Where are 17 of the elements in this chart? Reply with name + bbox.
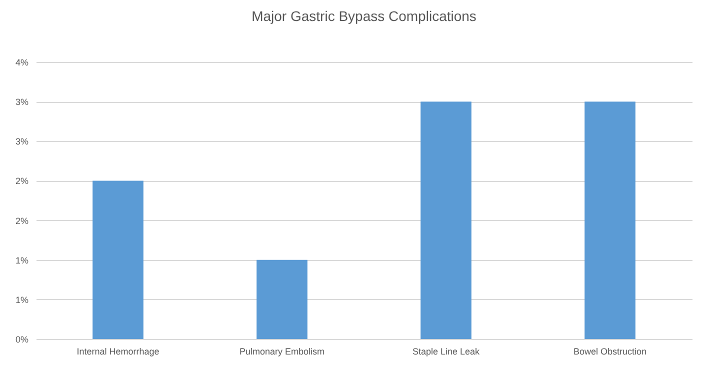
bar [420, 102, 472, 339]
bar [584, 102, 636, 339]
chart-title: Major Gastric Bypass Complications [252, 8, 476, 24]
y-tick-label: 0% [15, 334, 28, 344]
y-tick-label: 1% [15, 255, 28, 266]
bar [92, 180, 144, 339]
x-tick-label: Staple Line Leak [412, 346, 480, 356]
y-tick-label: 3% [15, 97, 28, 108]
x-tick-label: Bowel Obstruction [573, 346, 647, 356]
x-tick-label: Internal Hemorrhage [76, 346, 160, 356]
bar [256, 260, 308, 339]
y-tick-label: 4% [15, 58, 28, 68]
y-tick-label: 3% [15, 136, 28, 147]
x-tick-label: Pulmonary Embolism [239, 346, 325, 356]
y-tick-label: 2% [15, 216, 28, 226]
y-tick-label: 2% [15, 176, 28, 186]
y-tick-label: 1% [15, 294, 28, 305]
